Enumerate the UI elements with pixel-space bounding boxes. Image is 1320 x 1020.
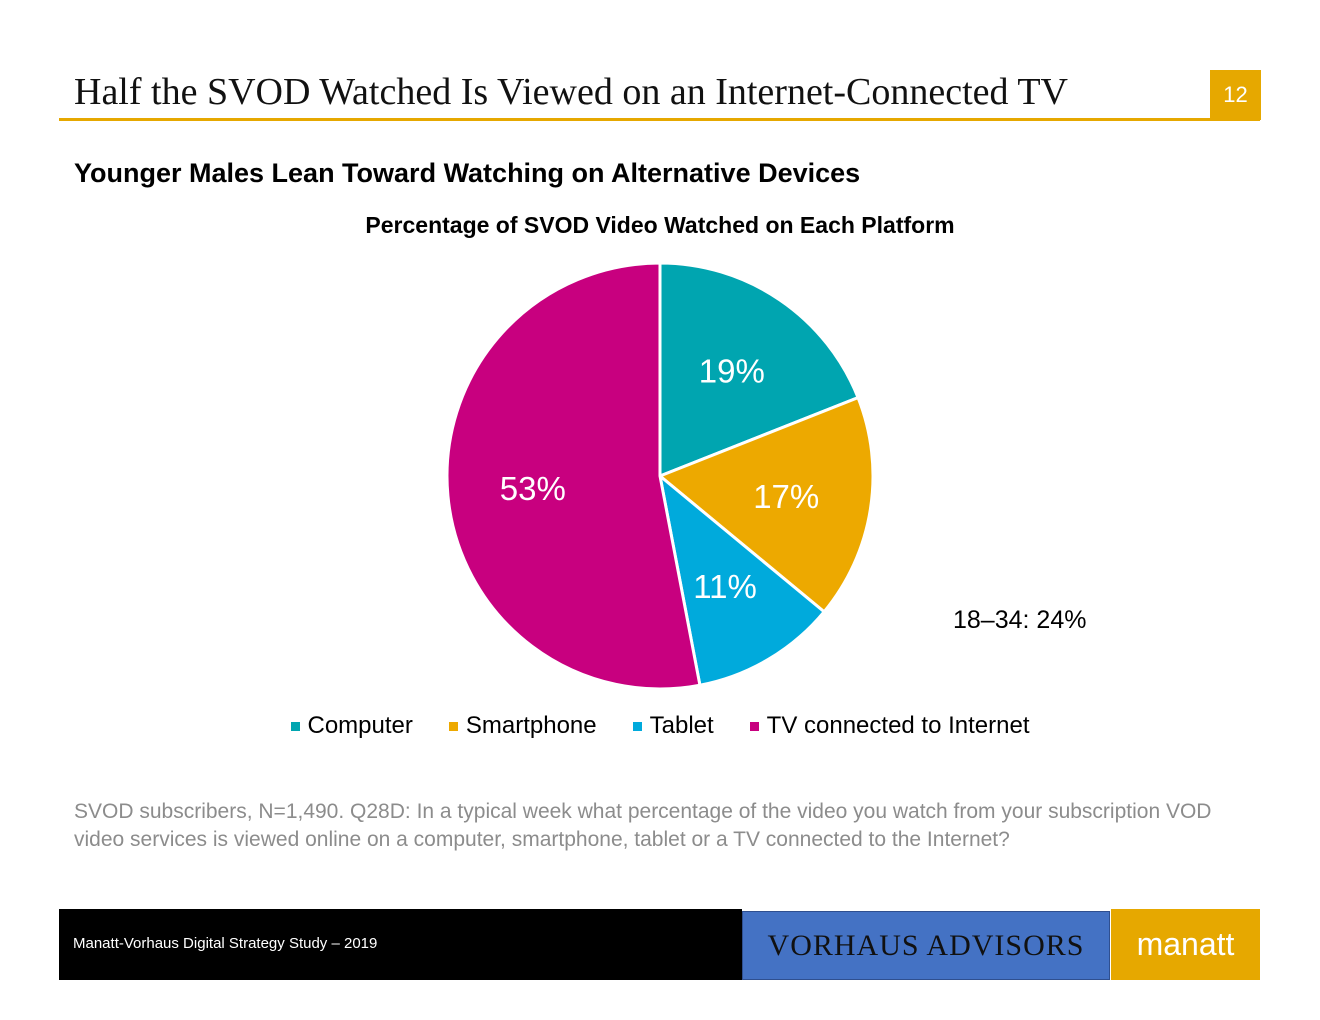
manatt-logo: manatt xyxy=(1111,909,1260,980)
legend-swatch xyxy=(749,721,759,731)
legend-item: Computer xyxy=(290,712,413,740)
chart-title: Percentage of SVOD Video Watched on Each… xyxy=(365,212,955,238)
legend-label: Computer xyxy=(307,712,413,739)
age-callout: 18–34: 24% xyxy=(953,606,1087,634)
slide-subtitle: Younger Males Lean Toward Watching on Al… xyxy=(74,158,861,188)
legend-label: Smartphone xyxy=(465,712,597,739)
slide-title: Half the SVOD Watched Is Viewed on an In… xyxy=(74,71,1068,113)
legend-swatch xyxy=(632,721,642,731)
pie-data-label: 17% xyxy=(753,478,819,515)
footer-study-label: Manatt-Vorhaus Digital Strategy Study – … xyxy=(73,935,378,952)
pie-slice-tv-connected-to-internet xyxy=(445,261,702,691)
legend-swatch xyxy=(448,721,458,731)
pie-data-label: 11% xyxy=(693,568,757,605)
legend-item: TV connected to Internet xyxy=(749,712,1030,740)
pie-slice-computer xyxy=(658,261,860,479)
legend-item: Smartphone xyxy=(448,712,597,740)
page-number-badge: 12 xyxy=(1210,70,1261,120)
legend-swatch xyxy=(290,721,300,731)
legend-item: Tablet xyxy=(632,712,714,740)
footnote: SVOD subscribers, N=1,490. Q28D: In a ty… xyxy=(74,800,1212,851)
footer-bar: Manatt-Vorhaus Digital Strategy Study – … xyxy=(59,909,742,980)
pie-slice-tablet xyxy=(657,472,827,687)
pie-data-label: 53% xyxy=(500,470,566,507)
chart-legend: Computer Smartphone Tablet TV connected to … xyxy=(0,712,1320,740)
vorhaus-advisors-logo: VORHAUS ADVISORS xyxy=(742,911,1110,980)
legend-label: Tablet xyxy=(649,712,714,739)
pie-data-label: 19% xyxy=(699,352,765,389)
pie-slice-smartphone xyxy=(657,395,875,614)
legend-label: TV connected to Internet xyxy=(766,712,1030,739)
title-divider xyxy=(59,118,1260,121)
